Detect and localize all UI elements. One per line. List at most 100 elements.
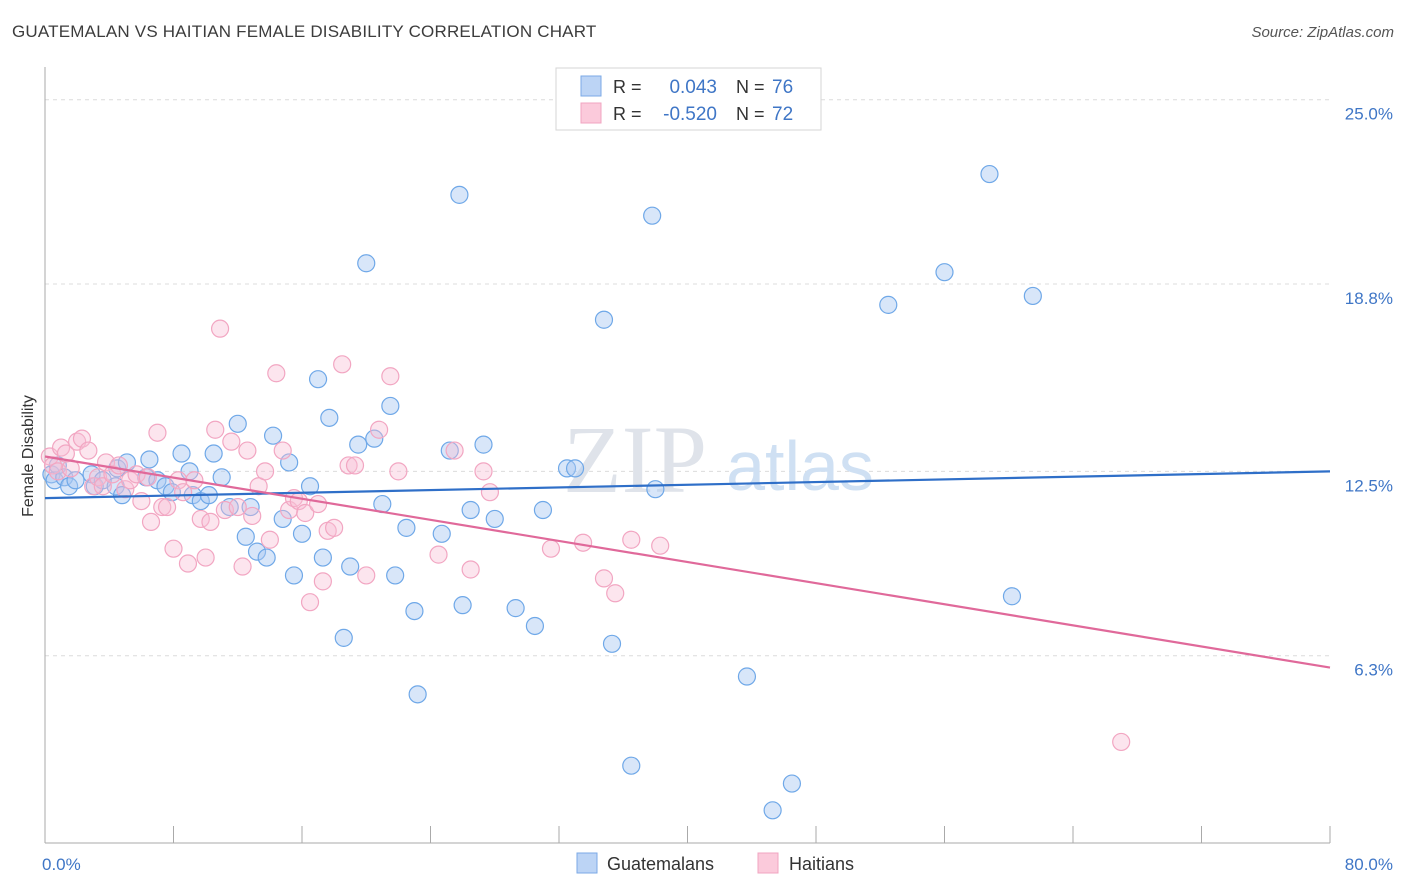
bottom-legend-swatch-haitians: [757, 852, 779, 874]
guatemalans-point-73: [980, 164, 999, 184]
haitians-point-37: [233, 557, 252, 576]
haitians-point-3: [51, 438, 71, 457]
haitians-point-38: [238, 441, 257, 460]
guatemalans-point-57: [485, 509, 504, 529]
series-guatemalans-points: [42, 164, 1042, 820]
guatemalans-point-44: [365, 429, 384, 448]
haitians-point-71: [651, 536, 670, 555]
haitians-point-64: [474, 462, 493, 481]
legend-r-value-haitians: -0.520: [663, 104, 717, 125]
guatemalans-point-59: [525, 616, 545, 636]
haitians-point-63: [461, 560, 480, 579]
guatemalans-point-27: [236, 527, 255, 546]
guatemalans-point-54: [453, 596, 472, 615]
bottom-legend-label-haitians: Haitians: [789, 854, 854, 874]
watermark: ZIP atlas: [563, 406, 874, 513]
guatemalans-point-53: [450, 185, 469, 204]
guatemalans-point-26: [228, 414, 247, 433]
haitians-point-14: [109, 456, 128, 475]
guatemalans-point-74: [1002, 587, 1022, 606]
haitians-point-21: [148, 423, 167, 442]
haitians-point-65: [480, 483, 500, 502]
haitians-point-49: [300, 593, 320, 612]
guatemalans-point-31: [263, 426, 283, 445]
guatemalans-point-39: [320, 408, 339, 427]
y-tick-labels: 6.3% 12.5% 18.8% 25.0%: [1345, 105, 1393, 680]
y-axis-label: Female Disability: [20, 395, 37, 517]
haitians-point-13: [103, 465, 122, 484]
haitians-point-8: [79, 441, 98, 460]
guatemalans-point-62: [565, 459, 585, 478]
watermark-zip: ZIP: [563, 406, 707, 513]
axes: [44, 67, 1331, 844]
guatemalans-point-24: [212, 468, 231, 487]
haitians-point-70: [622, 530, 641, 549]
guatemalans-point-64: [602, 634, 622, 653]
guatemalans-point-72: [935, 263, 954, 282]
guatemalans-point-66: [643, 206, 662, 225]
haitians-point-43: [267, 364, 286, 383]
guatemalans-point-5: [66, 471, 85, 490]
stats-legend: R = 0.043 N = 76 R = -0.520 N = 72: [555, 67, 822, 131]
haitians-point-54: [333, 355, 352, 374]
haitians-point-56: [345, 456, 365, 475]
series-haitians-points: [40, 319, 1131, 752]
haitians-point-10: [88, 468, 108, 487]
haitians-point-9: [84, 477, 103, 496]
legend-r-label-guatemalans: R =: [613, 77, 642, 97]
guatemalans-point-58: [506, 599, 525, 618]
legend-r-value-guatemalans: 0.043: [669, 77, 717, 98]
haitians-point-59: [381, 367, 400, 386]
guatemalans-point-70: [782, 774, 802, 793]
guatemalans-point-51: [432, 524, 451, 543]
guatemalans-point-65: [622, 756, 641, 775]
haitians-point-60: [389, 462, 408, 481]
haitians-point-58: [370, 420, 389, 439]
bottom-legend-swatch-guatemalans: [576, 852, 598, 874]
legend-n-value-guatemalans: 76: [772, 77, 793, 98]
guatemalans-point-38: [313, 548, 332, 567]
haitians-point-69: [606, 584, 625, 603]
haitians-point-20: [141, 512, 161, 532]
haitians-point-35: [222, 432, 241, 451]
guatemalans-point-68: [737, 667, 757, 686]
guatemalans-point-75: [1023, 286, 1042, 306]
haitians-point-57: [357, 566, 376, 585]
guatemalans-point-34: [284, 566, 304, 585]
haitians-point-22: [153, 497, 172, 517]
haitians-point-41: [255, 462, 275, 481]
guatemalans-point-40: [334, 628, 353, 647]
y-tick-label-0: 6.3%: [1354, 661, 1393, 680]
guatemalans-point-18: [172, 444, 191, 463]
x-tick-label-min: 0.0%: [42, 855, 81, 874]
guatemalans-point-60: [533, 500, 553, 520]
guatemalans-point-52: [440, 441, 459, 460]
haitians-point-51: [313, 572, 332, 591]
haitians-point-61: [429, 545, 448, 564]
guatemalans-point-36: [300, 477, 320, 496]
guatemalans-point-71: [879, 295, 898, 314]
haitians-point-44: [273, 441, 292, 460]
haitians-point-68: [594, 569, 614, 588]
guatemalans-point-14: [140, 450, 159, 469]
bottom-legend: Guatemalans Haitians: [576, 852, 854, 874]
guatemalans-point-50: [408, 685, 427, 704]
y-tick-label-3: 25.0%: [1345, 105, 1393, 124]
guatemalans-point-48: [397, 518, 416, 537]
haitians-point-50: [308, 494, 328, 514]
guatemalans-point-30: [257, 548, 276, 567]
legend-swatch-guatemalans: [580, 75, 602, 97]
legend-swatch-haitians: [580, 102, 602, 124]
haitians-point-66: [541, 539, 561, 558]
guatemalans-point-49: [405, 601, 424, 621]
guatemalans-trend-line: [44, 470, 1331, 500]
guatemalans-point-42: [349, 435, 368, 454]
guatemalans-point-43: [357, 254, 376, 273]
guatemalans-point-41: [341, 557, 360, 576]
haitians-point-36: [228, 497, 247, 517]
haitians-point-15: [116, 480, 135, 499]
haitians-point-11: [93, 477, 112, 496]
legend-r-label-haitians: R =: [613, 104, 642, 124]
bottom-legend-label-guatemalans: Guatemalans: [607, 854, 714, 874]
